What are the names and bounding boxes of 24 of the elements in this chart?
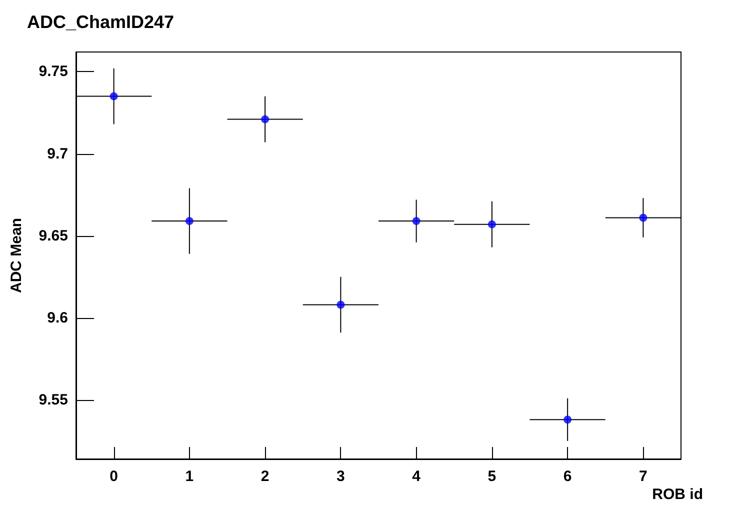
- point: [488, 220, 496, 228]
- chart-title: ADC_ChamID247: [27, 12, 174, 32]
- x-axis-title: ROB id: [652, 486, 703, 503]
- y-tick-label: 9.75: [38, 63, 68, 80]
- x-tick-label: 7: [639, 468, 648, 485]
- point: [261, 115, 270, 124]
- point: [110, 92, 118, 100]
- x-tick-label: 4: [412, 468, 422, 485]
- x-tick-label: 5: [488, 468, 496, 485]
- x-tick-label: 2: [260, 468, 270, 485]
- point: [564, 416, 572, 424]
- point: [336, 300, 345, 309]
- y-tick-label: 9.65: [38, 227, 68, 244]
- x-tick-label: 3: [336, 468, 345, 485]
- y-tick-label: 9.55: [38, 391, 68, 408]
- point: [639, 214, 648, 222]
- y-tick-label: 9.7: [47, 145, 68, 162]
- x-tick-label: 0: [110, 468, 118, 485]
- y-tick-label: 9.6: [47, 309, 68, 326]
- x-tick-label: 6: [563, 468, 572, 485]
- point: [185, 217, 194, 226]
- point: [412, 217, 420, 226]
- y-axis-title: ADC Mean: [8, 218, 25, 294]
- x-tick-label: 1: [185, 468, 194, 485]
